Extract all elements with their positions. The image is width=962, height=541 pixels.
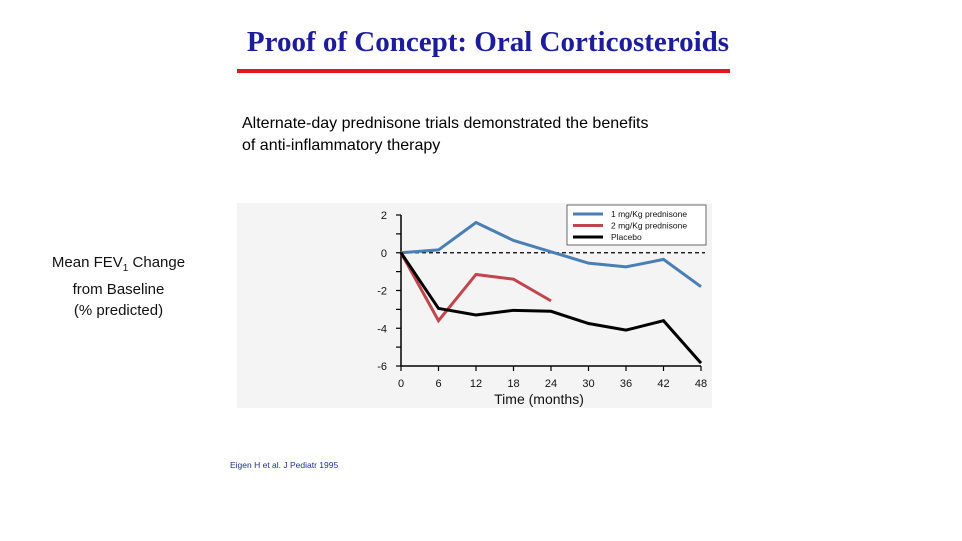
- title-underline: [237, 69, 730, 73]
- y-axis-label-line-1: Mean FEV1 Change: [0, 252, 237, 279]
- x-tick-label: 6: [435, 378, 441, 390]
- legend-label: 1 mg/Kg prednisone: [611, 209, 687, 219]
- legend-label: 2 mg/Kg prednisone: [611, 221, 687, 231]
- y-axis-label-line-3: (% predicted): [73, 302, 164, 319]
- series-line-1: [400, 220, 702, 288]
- y-tick-label: -6: [377, 361, 387, 373]
- x-axis-label: Time (months): [494, 391, 584, 407]
- x-tick-label: 24: [545, 378, 557, 390]
- x-tick-label: 12: [470, 378, 482, 390]
- y-tick-label: 0: [381, 248, 387, 260]
- y-tick-label: -4: [377, 323, 387, 335]
- y-axis-label-text: Mean FEV: [51, 254, 123, 271]
- chart-axes: 2 0 -2 -4 -6 0 6 12 18 24 30 36 42 48 Time (months): [377, 210, 707, 407]
- x-tick-label: 0: [398, 378, 404, 390]
- y-axis-label-change: Change: [132, 254, 186, 271]
- y-tick-label: 2: [381, 210, 387, 222]
- citation: Eigen H et al. J Pediatr 1995: [230, 460, 339, 470]
- slide-title: Proof of Concept: Oral Corticosteroids: [246, 26, 730, 58]
- chart-legend: 1 mg/Kg prednisone 2 mg/Kg prednisonePlac…: [566, 204, 707, 246]
- chart-series: [399, 220, 703, 365]
- legend-label: Placebo: [611, 232, 642, 242]
- x-tick-label: 36: [620, 378, 632, 390]
- series-line-3: [399, 251, 703, 365]
- slide-subtitle: Alternate-day prednisone trials demonstr…: [242, 115, 649, 154]
- y-axis-label-subscript: 1: [122, 263, 129, 274]
- x-tick-label: 30: [582, 378, 594, 390]
- y-axis-label: Mean FEV1 Change from Baseline (% predic…: [0, 252, 237, 321]
- x-tick-label: 18: [507, 378, 519, 390]
- x-tick-label: 42: [657, 378, 669, 390]
- y-axis-label-line-2: from Baseline: [72, 281, 165, 298]
- y-tick-label: -2: [377, 286, 387, 298]
- x-tick-label: 48: [695, 378, 707, 390]
- series-line-2: [399, 252, 552, 324]
